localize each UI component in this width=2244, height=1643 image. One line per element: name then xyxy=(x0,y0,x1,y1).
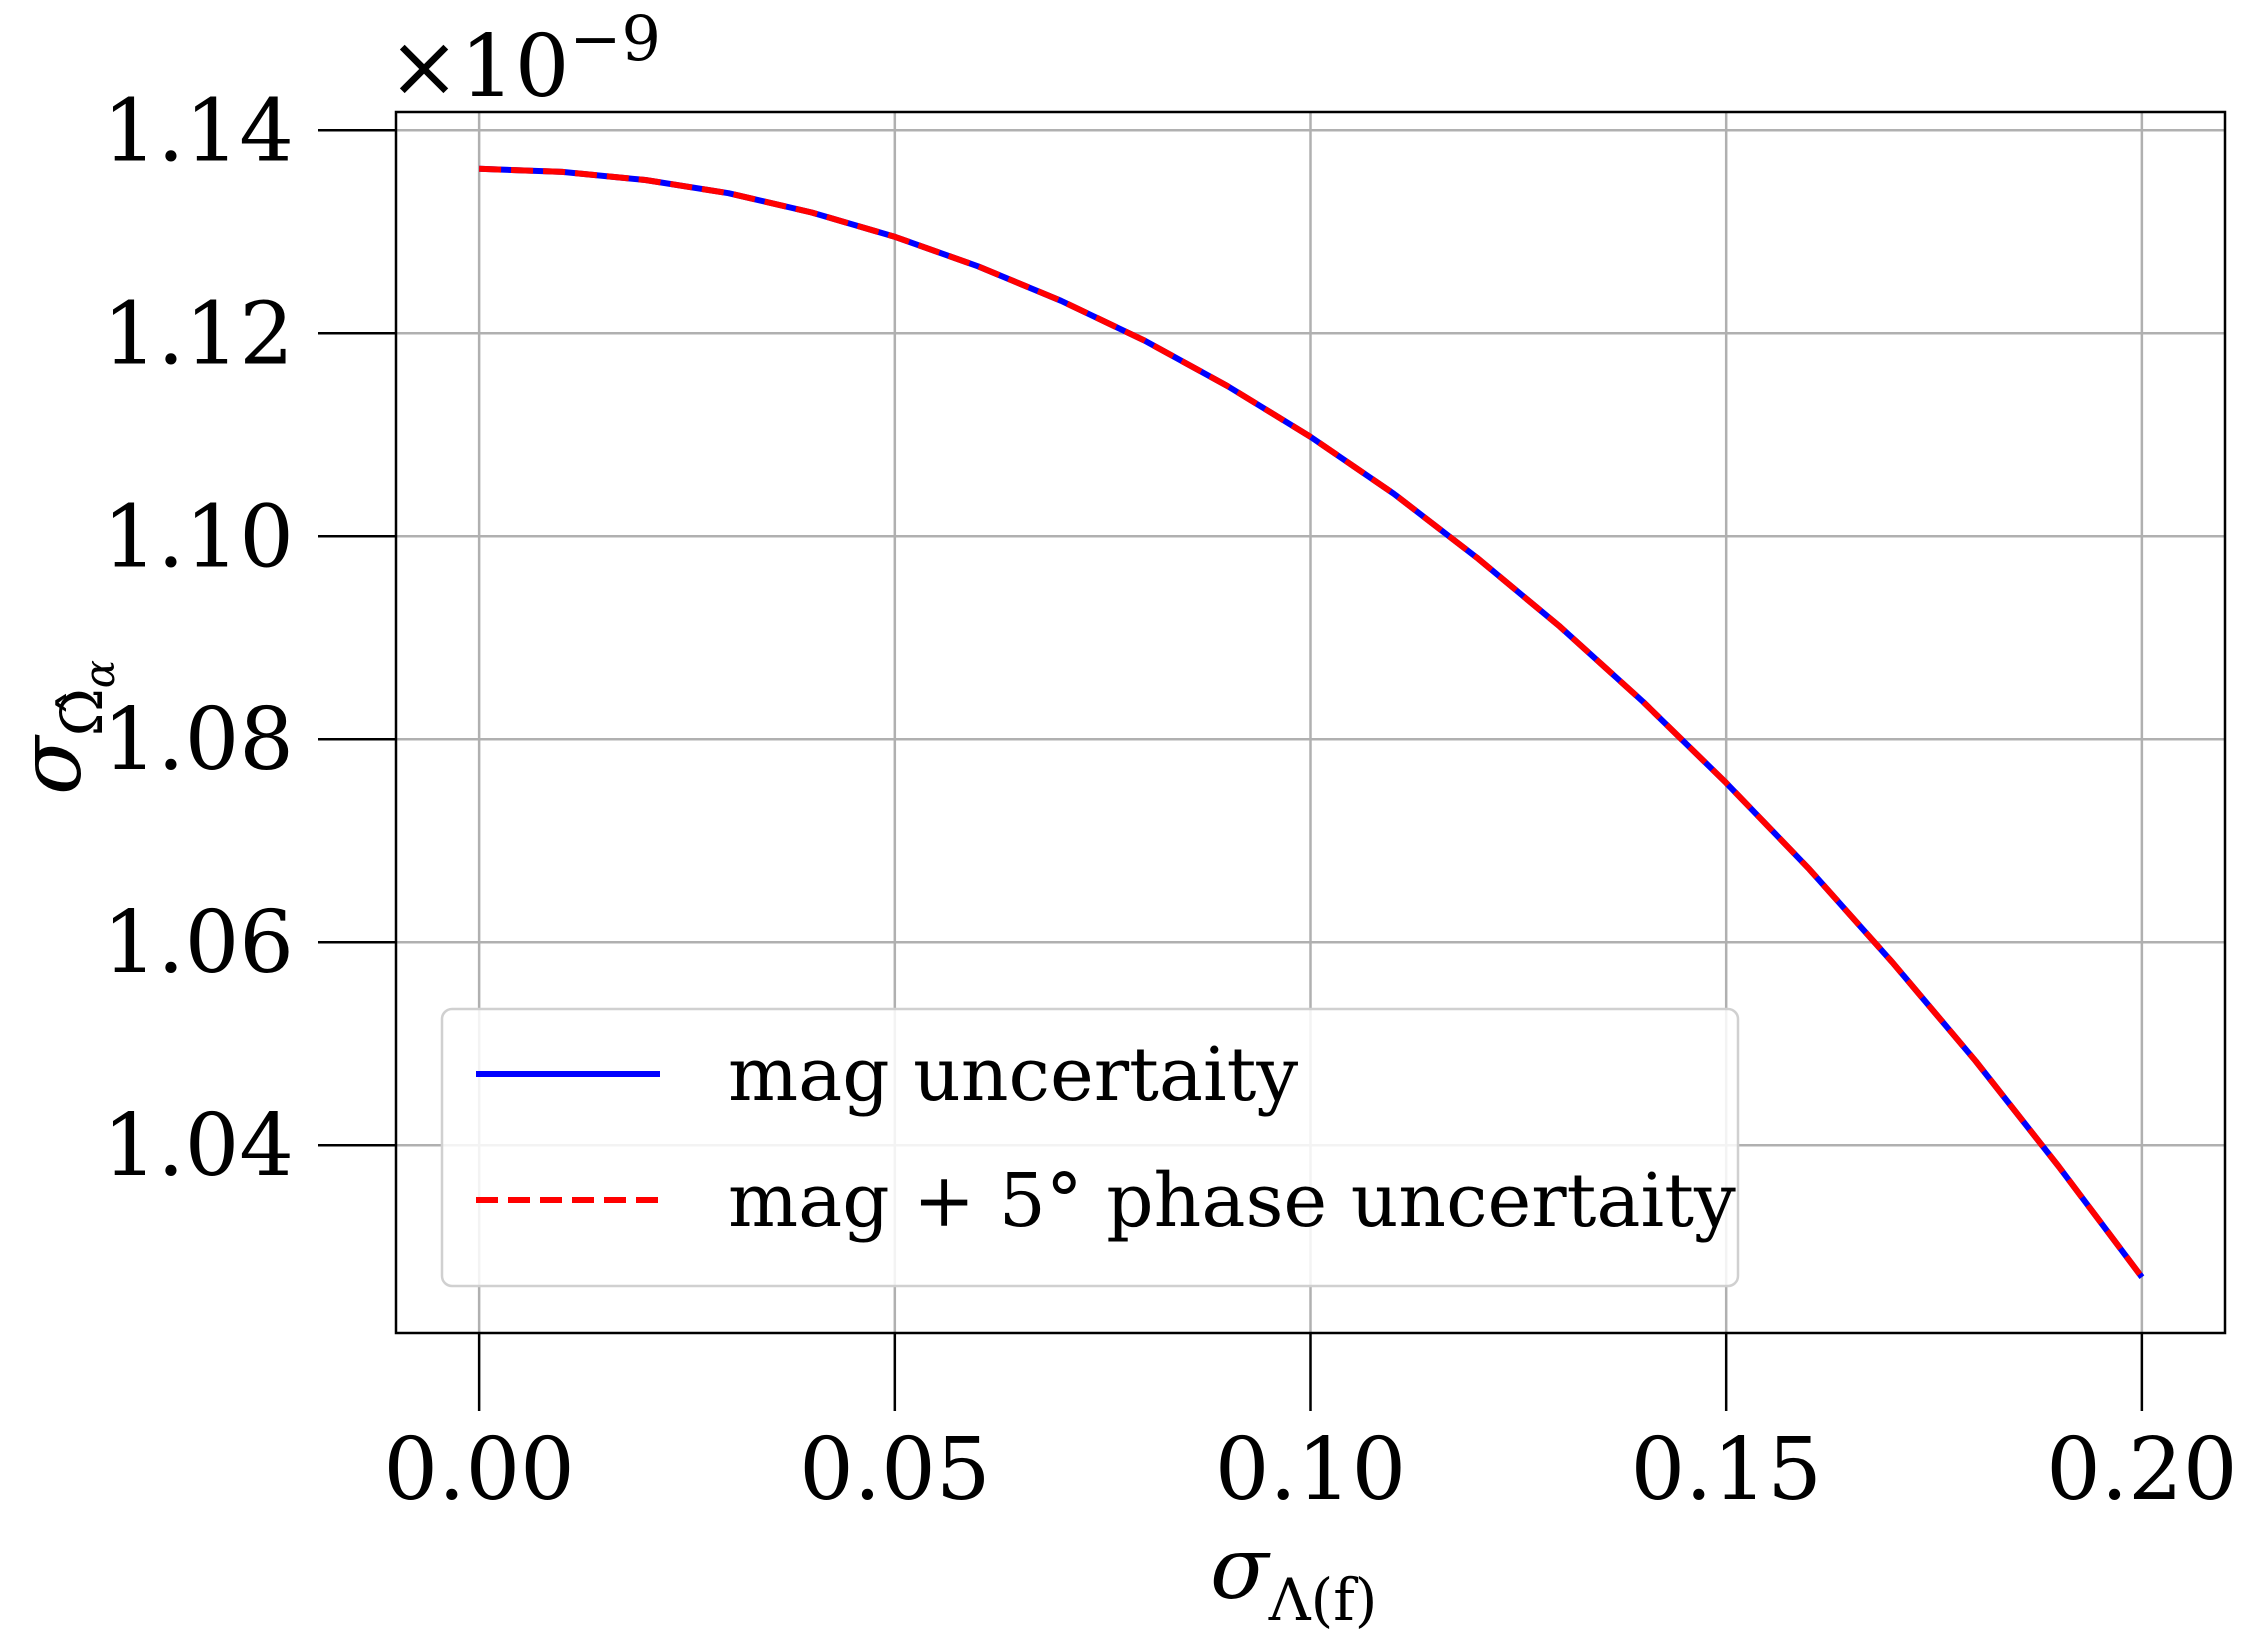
legend-box xyxy=(440,1007,1740,1288)
x-tick-label: 0.20 xyxy=(2046,1420,2237,1520)
y-tick-label: 1.10 xyxy=(103,487,294,587)
x-tick-label: 0.10 xyxy=(1215,1420,1406,1520)
y-tick-label: 1.04 xyxy=(103,1096,294,1196)
legend-label-mag-phase: mag + 5° phase uncertaity xyxy=(728,1158,1736,1244)
x-axis-label: σΛ(f) xyxy=(1210,1519,1377,1634)
x-tick-label: 0.15 xyxy=(1630,1420,1821,1520)
y-axis-ticks: 1.04 1.06 1.08 1.10 1.12 1.14 xyxy=(103,81,396,1196)
y-tick-label: 1.12 xyxy=(103,284,294,384)
series-line-mag-phase xyxy=(478,165,2145,1280)
legend-label-mag: mag uncertaity xyxy=(728,1032,1298,1118)
y-exponent-label: ×10−9 xyxy=(388,2,661,117)
x-tick-label: 0.05 xyxy=(799,1420,990,1520)
y-tick-label: 1.14 xyxy=(103,81,294,181)
y-axis-label: σΩ̂α xyxy=(1,660,124,795)
y-tick-label: 1.08 xyxy=(103,690,294,790)
x-axis-ticks: 0.00 0.05 0.10 0.15 0.20 xyxy=(383,1333,2238,1520)
legend: mag uncertaity mag + 5° phase uncertaity xyxy=(440,1007,1740,1288)
series-layer xyxy=(478,165,2145,1280)
y-tick-label: 1.06 xyxy=(103,893,294,993)
x-tick-label: 0.00 xyxy=(383,1420,574,1520)
